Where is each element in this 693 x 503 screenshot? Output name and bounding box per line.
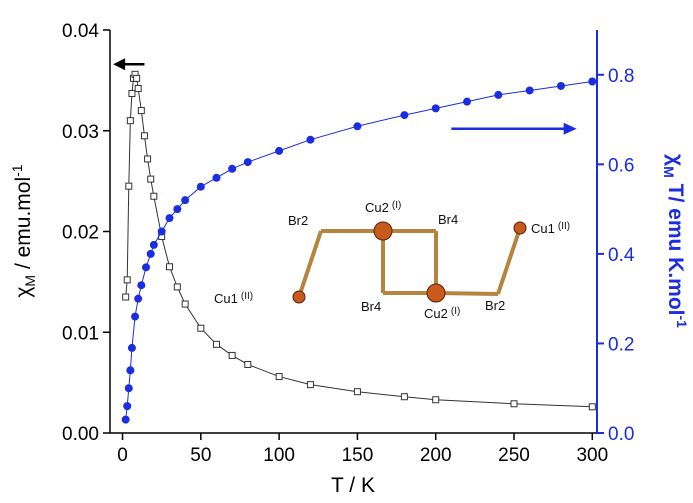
arrow-left-head bbox=[113, 58, 126, 71]
cu-atom bbox=[513, 221, 527, 235]
cu-atom bbox=[292, 290, 306, 304]
y-left-tick-label: 0.02 bbox=[62, 223, 99, 244]
series-1-point bbox=[166, 263, 174, 271]
series-2-point bbox=[212, 173, 221, 182]
series-2-point bbox=[181, 196, 190, 205]
series-1-point bbox=[432, 396, 440, 404]
series-1-point bbox=[140, 132, 148, 140]
series-1-point bbox=[588, 403, 596, 411]
series-1-point bbox=[134, 84, 142, 92]
series-2-point bbox=[525, 86, 534, 95]
x-tick-label: 100 bbox=[263, 445, 295, 466]
series-1-point bbox=[133, 74, 141, 82]
annotations bbox=[113, 58, 577, 135]
series-2-point bbox=[157, 227, 166, 236]
series-2-line bbox=[125, 80, 593, 420]
inset-label-br2-left: Br2 bbox=[288, 213, 308, 228]
series-1-point bbox=[510, 400, 518, 408]
y-right-tick-label: 0.2 bbox=[608, 334, 634, 355]
series-1-point bbox=[128, 89, 136, 97]
series-2-point bbox=[123, 402, 132, 411]
series-2-point bbox=[243, 158, 252, 167]
series-1-point bbox=[228, 351, 236, 359]
y-left-tick-label: 0.04 bbox=[62, 21, 99, 42]
series-1-point bbox=[400, 393, 408, 401]
series-2-point bbox=[400, 111, 409, 120]
series-2-point bbox=[121, 415, 130, 424]
ticks: 0 50 100 150 200 250 300 0.00 0.01 0.02 0.03 0.04 0.… bbox=[62, 21, 635, 466]
bond bbox=[435, 291, 499, 296]
inset-label-cu2-top: Cu2 (I) bbox=[365, 200, 401, 215]
series-2-point bbox=[556, 81, 565, 90]
series-2-point bbox=[588, 77, 597, 86]
molecule-inset: Br2 Cu2 (I) Br4 Cu1 (II) Cu1 (II) Br4 Cu2 (I) Br2 bbox=[214, 200, 570, 321]
y-axis-left-title: χM / emu.mol-1 bbox=[9, 164, 38, 297]
x-tick-label: 50 bbox=[190, 445, 211, 466]
series-1-point bbox=[137, 107, 145, 115]
x-tick-label: 200 bbox=[420, 445, 452, 466]
series-2-point bbox=[463, 97, 472, 106]
series-1-point bbox=[126, 117, 134, 125]
series-1-point bbox=[125, 182, 133, 190]
series-1-point bbox=[353, 388, 361, 396]
series-2-point bbox=[494, 90, 503, 99]
bond bbox=[496, 227, 522, 295]
y-right-tick-label: 0.8 bbox=[608, 66, 634, 87]
series-1-point bbox=[275, 373, 283, 381]
series-2-point bbox=[127, 343, 136, 352]
series-2-point bbox=[137, 281, 146, 290]
series-2-point bbox=[165, 214, 174, 223]
inset-label-cu1-left: Cu1 (II) bbox=[214, 291, 253, 306]
series-2-point bbox=[124, 384, 133, 393]
series-1-point bbox=[123, 276, 131, 284]
inset-label-br2-right: Br2 bbox=[485, 298, 505, 313]
series-1-point bbox=[244, 360, 252, 368]
x-axis-title: T / K bbox=[331, 474, 375, 497]
series-1-point bbox=[173, 283, 181, 291]
series-2-point bbox=[275, 146, 284, 155]
bond bbox=[297, 230, 323, 298]
series-2-point bbox=[149, 240, 158, 249]
series-2-point bbox=[353, 122, 362, 131]
series-1-point bbox=[181, 300, 189, 308]
series-2-point bbox=[431, 104, 440, 113]
y-left-tick-label: 0.03 bbox=[62, 122, 99, 143]
series-2-point bbox=[134, 294, 143, 303]
inset-label-cu2-bottom: Cu2 (I) bbox=[424, 306, 460, 321]
inset-label-cu1-right: Cu1 (II) bbox=[531, 221, 570, 236]
series-1-point bbox=[197, 324, 205, 332]
series-2-point bbox=[228, 164, 237, 173]
inset-label-br4-left: Br4 bbox=[361, 299, 381, 314]
plot-data bbox=[121, 70, 597, 424]
series-1-point bbox=[306, 381, 314, 389]
series-2-point bbox=[173, 205, 182, 214]
series-2-point bbox=[146, 249, 155, 258]
x-tick-label: 250 bbox=[498, 445, 530, 466]
x-tick-label: 0 bbox=[117, 445, 128, 466]
y-right-tick-label: 0.6 bbox=[608, 155, 634, 176]
series-1-point bbox=[212, 340, 220, 348]
series-1-point bbox=[122, 293, 130, 301]
y-left-tick-label: 0.00 bbox=[62, 424, 99, 445]
series-1-point bbox=[150, 192, 158, 200]
x-tick-label: 150 bbox=[342, 445, 374, 466]
y-axis-right-title: χM T/ emu K.mol-1 bbox=[661, 154, 690, 328]
series-2-point bbox=[306, 135, 315, 144]
series-2-point bbox=[131, 312, 140, 321]
inset-label-br4-right: Br4 bbox=[438, 212, 458, 227]
arrow-right-head bbox=[563, 122, 577, 135]
series-2-point bbox=[142, 263, 151, 272]
x-tick-label: 300 bbox=[576, 445, 608, 466]
series-1-point bbox=[147, 175, 155, 183]
cu-atom bbox=[373, 221, 393, 241]
series-2-point bbox=[196, 182, 205, 191]
series-1-point bbox=[144, 155, 152, 163]
y-right-tick-label: 0.4 bbox=[608, 245, 635, 266]
cu-atom bbox=[426, 283, 446, 303]
y-right-tick-label: 0.0 bbox=[608, 424, 634, 445]
series-2-point bbox=[126, 366, 135, 375]
y-left-tick-label: 0.01 bbox=[62, 323, 99, 344]
